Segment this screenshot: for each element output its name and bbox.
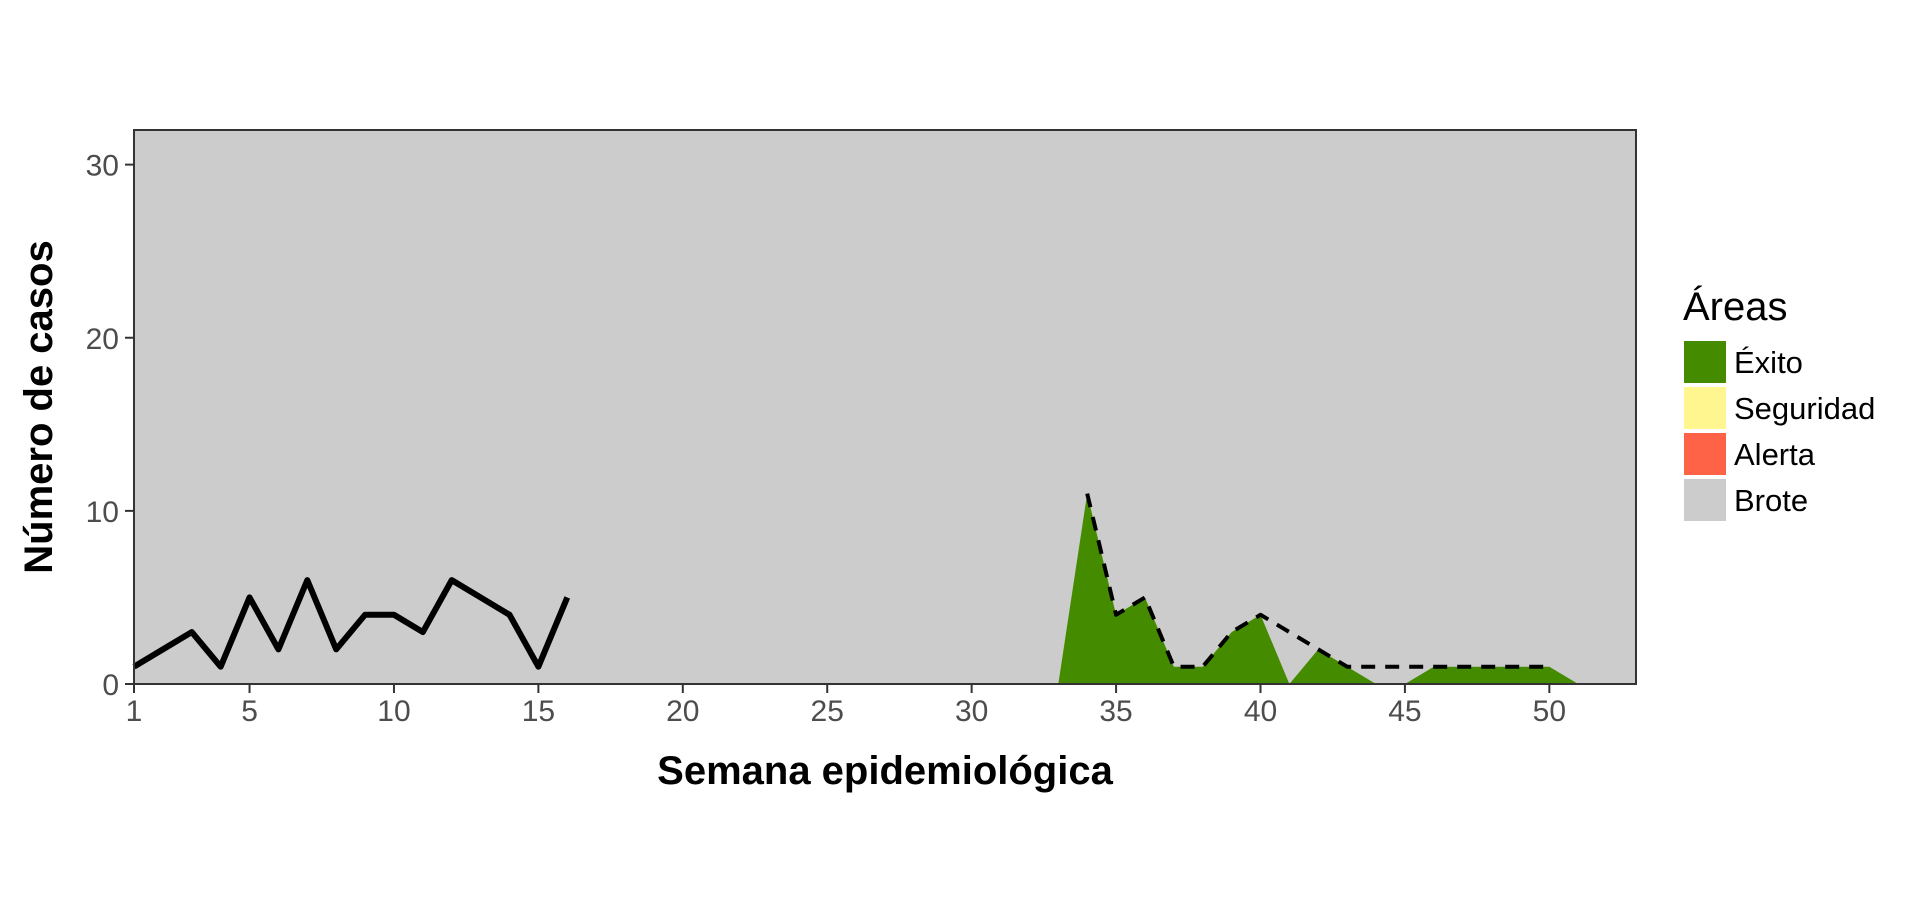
- x-tick-label: 40: [1244, 695, 1277, 728]
- legend-key: [1684, 433, 1726, 475]
- legend-title: Áreas: [1683, 284, 1788, 329]
- panel-border: [133, 129, 1637, 685]
- y-tick-label: 30: [86, 150, 119, 183]
- x-tick-label: 45: [1388, 695, 1421, 728]
- legend-key: [1684, 341, 1726, 383]
- legend-key: [1684, 387, 1726, 429]
- legend-label: Éxito: [1734, 345, 1803, 380]
- plot-panel: [132, 129, 1637, 685]
- x-tick-label: 1: [126, 695, 143, 728]
- x-axis: 1 5 10 15 20 25 30 35 40 45 50: [126, 684, 1566, 728]
- y-tick-label: 20: [86, 323, 119, 356]
- x-tick-label: 50: [1533, 695, 1566, 728]
- y-axis: 0 10 20 30: [86, 150, 134, 702]
- area-exito: [134, 493, 1636, 684]
- x-tick-label: 35: [1099, 695, 1132, 728]
- x-tick-label: 10: [377, 695, 410, 728]
- x-tick-label: 20: [666, 695, 699, 728]
- y-tick-label: 0: [102, 669, 119, 702]
- legend-label: Brote: [1734, 483, 1808, 518]
- y-axis-title: Número de casos: [17, 240, 61, 573]
- x-axis-title: Semana epidemiológica: [657, 749, 1113, 793]
- x-tick-label: 25: [811, 695, 844, 728]
- legend: Áreas Éxito Seguridad Alerta Brote: [1683, 284, 1875, 521]
- y-tick-label: 10: [86, 496, 119, 529]
- series-line-solid: [132, 577, 571, 670]
- x-tick-label: 5: [241, 695, 258, 728]
- series-line-dashed: [1085, 493, 1550, 669]
- legend-label: Alerta: [1734, 437, 1816, 472]
- legend-key: [1684, 479, 1726, 521]
- area-brote: [134, 130, 1636, 684]
- legend-label: Seguridad: [1734, 391, 1875, 426]
- x-tick-label: 30: [955, 695, 988, 728]
- x-tick-label: 15: [522, 695, 555, 728]
